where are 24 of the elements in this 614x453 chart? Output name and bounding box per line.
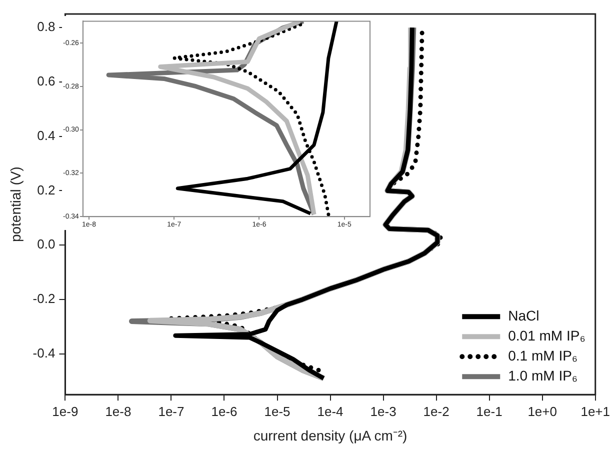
x-tick-label: 1e-2	[423, 404, 450, 419]
legend-label: 1.0 mM IP₆	[508, 367, 578, 384]
x-tick-label: 1e+0	[528, 404, 557, 419]
y-tick-label: -0.2	[32, 291, 56, 306]
y-tick-label: 0.0	[37, 236, 56, 252]
x-tick-label: 1e-1	[476, 404, 502, 419]
legend-label: 0.1 mM IP₆	[508, 347, 578, 364]
y-tick-label: 0.8	[37, 19, 56, 34]
x-tick-label: 1e-8	[105, 404, 132, 419]
legend-label: 0.01 mM IP₆	[508, 327, 586, 344]
y-tick-label: 0.6	[37, 74, 56, 89]
x-tick-label: 1e-3	[370, 404, 396, 419]
x-tick-label: 1e+1	[580, 404, 610, 419]
x-tick-label: 1e-6	[211, 404, 238, 419]
y-axis-title: potential (V)	[7, 166, 24, 242]
legend-label: NaCl	[508, 307, 540, 324]
x-axis-title: current density (μA cm⁻²)	[253, 427, 408, 444]
x-tick-label: 1e-9	[52, 404, 78, 419]
y-tick-label: -0.4	[32, 345, 56, 360]
y-tick-label: 0.4	[37, 128, 56, 143]
x-tick-label: 1e-5	[264, 404, 290, 419]
x-tick-label: 1e-4	[317, 404, 344, 419]
x-tick-label: 1e-7	[158, 404, 184, 419]
y-tick-label: 0.2	[37, 182, 56, 198]
